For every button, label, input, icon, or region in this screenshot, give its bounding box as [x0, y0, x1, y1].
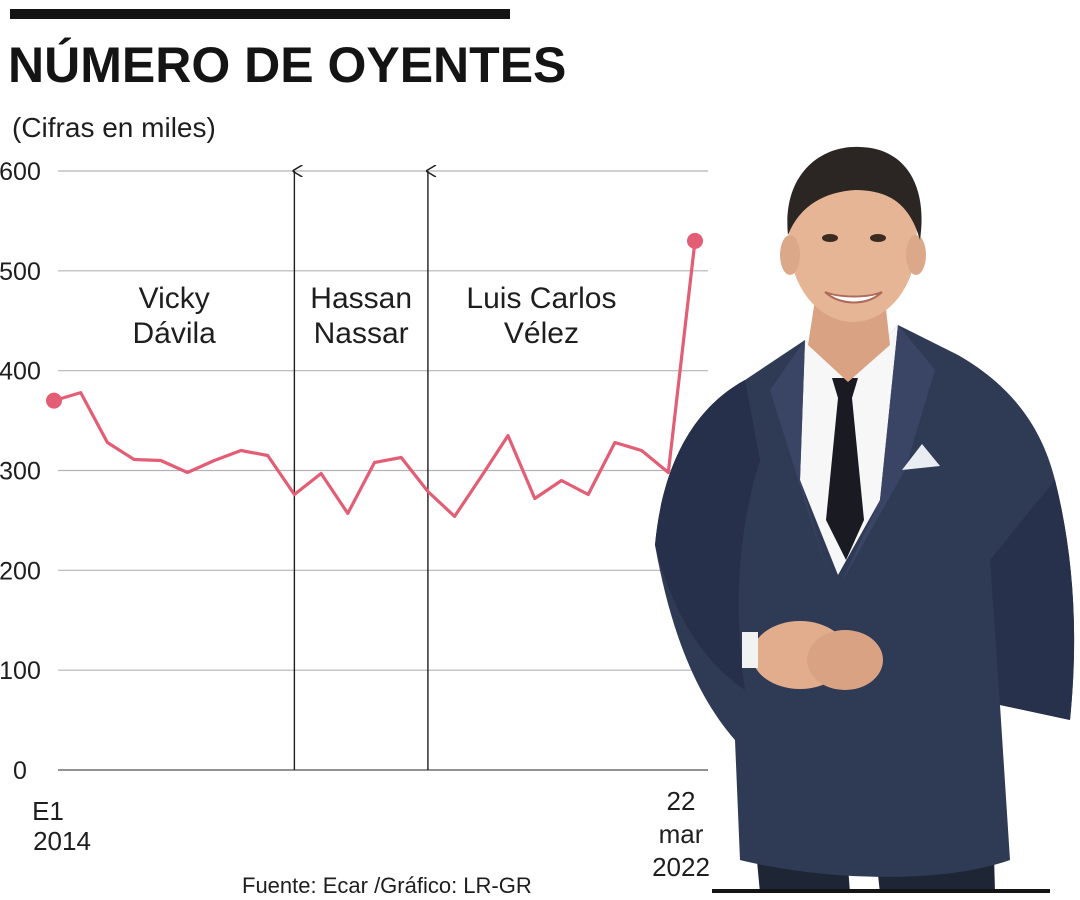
y-tick-label: 400 [0, 358, 41, 386]
y-tick-label: 500 [0, 258, 41, 286]
y-tick-label: 0 [13, 757, 27, 785]
period-label: Luis Carlos [466, 282, 616, 315]
x-start-label: 2014 [33, 826, 91, 856]
gridlines [58, 170, 708, 771]
period-label: Nassar [314, 317, 409, 350]
x-end-label: mar [659, 819, 704, 849]
chart-title: NÚMERO DE OYENTES [8, 37, 566, 93]
y-tick-label: 100 [0, 657, 41, 685]
title-rule [10, 9, 510, 19]
period-label: Vélez [504, 317, 579, 350]
y-tick-label: 300 [0, 458, 41, 486]
x-start-label: E1 [32, 796, 64, 826]
period-label: Dávila [133, 317, 217, 350]
y-axis-ticks: 0 100 200 300 400 500 600 [0, 158, 41, 785]
y-tick-label: 200 [0, 557, 41, 585]
y-tick-label: 600 [0, 158, 41, 186]
series-line [52, 239, 697, 519]
source-note: Fuente: Ecar /Gráfico: LR-GR [242, 873, 532, 898]
presenter-photo [655, 146, 1075, 893]
series-line-layer [46, 232, 703, 519]
x-end-label: 2022 [652, 852, 710, 882]
x-end-label: 22 [667, 786, 696, 816]
period-dividers [294, 171, 428, 770]
chart-subtitle: (Cifras en miles) [12, 112, 216, 143]
bottom-rule [712, 889, 1050, 893]
start-point-marker [46, 392, 62, 409]
period-label: Hassan [310, 282, 412, 315]
end-point-marker [687, 232, 703, 249]
period-label: Vicky [139, 282, 210, 315]
